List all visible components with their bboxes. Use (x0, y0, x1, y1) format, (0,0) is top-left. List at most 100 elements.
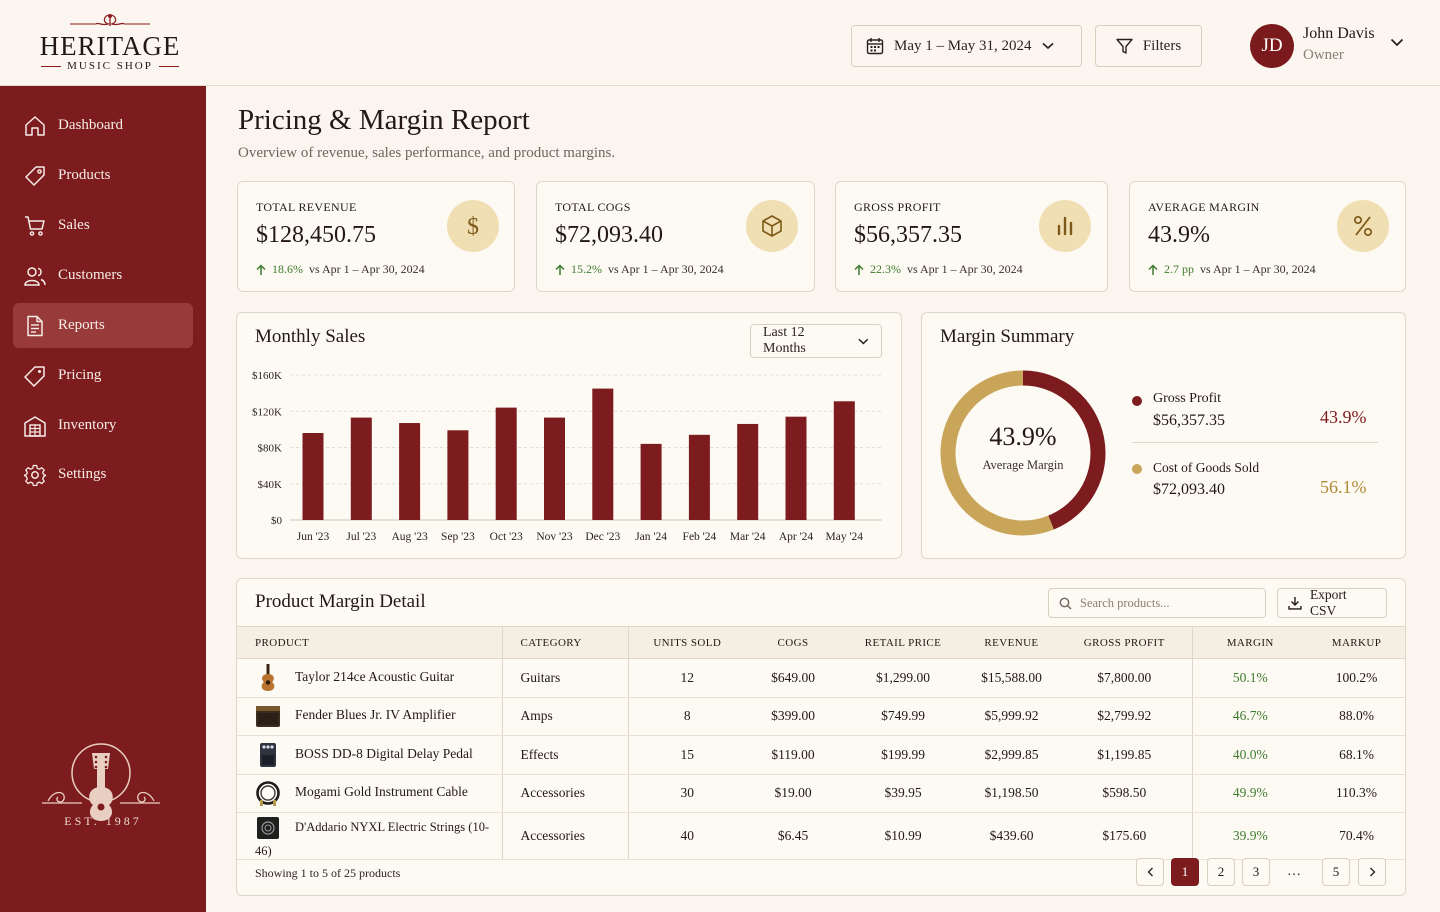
product-name: Fender Blues Jr. IV Amplifier (295, 707, 456, 723)
category-cell: Guitars (501, 658, 628, 698)
arrow-up-icon (1148, 263, 1158, 275)
page-title: Pricing & Margin Report (238, 104, 530, 136)
page-button-1[interactable]: 1 (1171, 858, 1199, 886)
arrow-up-icon (256, 263, 266, 275)
next-page-button[interactable] (1358, 858, 1386, 886)
bar[interactable] (785, 416, 807, 520)
sidebar-item-settings[interactable]: Settings (13, 452, 193, 497)
search-input[interactable]: Search products... (1048, 588, 1266, 618)
table-row[interactable]: D'Addario NYXL Electric Strings (10-46) … (237, 812, 1405, 860)
table-row[interactable]: Fender Blues Jr. IV Amplifier Amps 8 $39… (237, 697, 1405, 736)
bar[interactable] (640, 443, 662, 520)
sidebar-item-label: Reports (58, 317, 105, 333)
bar[interactable] (737, 423, 759, 520)
product-name: BOSS DD-8 Digital Delay Pedal (295, 745, 473, 761)
profit-cell: $2,799.92 (1057, 697, 1192, 736)
column-header[interactable]: MARKUP (1308, 626, 1405, 659)
brand-logo[interactable]: HERITAGE MUSIC SHOP (30, 12, 190, 78)
legend-amount: $72,093.40 (1153, 481, 1225, 498)
top-header: HERITAGE MUSIC SHOP May 1 – May 31, 2024… (0, 0, 1440, 86)
donut-segment[interactable] (1022, 370, 1106, 530)
kpi-total-revenue: TOTAL REVENUE $128,450.75 18.6% vs Apr 1… (237, 181, 515, 292)
product-detail-title: Product Margin Detail (255, 591, 426, 612)
column-header[interactable]: COGS (746, 626, 840, 659)
product-margin-table: PRODUCT CATEGORY UNITS SOLD COGS RETAIL … (237, 626, 1405, 860)
bar[interactable] (833, 401, 855, 520)
bar[interactable] (592, 388, 614, 520)
category-cell: Accessories (501, 774, 628, 813)
report-icon (27, 315, 43, 336)
donut-center-value: 43.9% (989, 422, 1057, 451)
column-header[interactable]: UNITS SOLD (627, 626, 746, 659)
column-header[interactable]: RETAIL PRICE (840, 626, 966, 659)
chevron-down-icon (1390, 38, 1404, 47)
x-tick-label: Feb '24 (683, 531, 717, 543)
sidebar-item-label: Products (58, 167, 111, 183)
page-button-3[interactable]: 3 (1242, 858, 1270, 886)
pedal-icon (255, 740, 281, 770)
markup-cell: 70.4% (1308, 812, 1405, 860)
table-row[interactable]: Taylor 214ce Acoustic Guitar Guitars 12 … (237, 658, 1405, 698)
guitar-icon (255, 663, 281, 693)
prev-page-button[interactable] (1136, 858, 1164, 886)
date-range-picker[interactable]: May 1 – May 31, 2024 (851, 25, 1082, 67)
bar[interactable] (544, 417, 565, 520)
user-menu[interactable]: JD John Davis Owner (1250, 24, 1420, 68)
bar[interactable] (447, 430, 469, 520)
retail-cell: $39.95 (840, 774, 966, 813)
column-header[interactable]: CATEGORY (501, 626, 628, 659)
table-row[interactable]: BOSS DD-8 Digital Delay Pedal Effects 15… (237, 735, 1405, 775)
sidebar-item-sales[interactable]: Sales (13, 203, 193, 248)
sidebar-item-label: Dashboard (58, 117, 123, 133)
page-button-5[interactable]: 5 (1322, 858, 1350, 886)
revenue-cell: $5,999.92 (966, 697, 1057, 736)
category-cell: Amps (501, 697, 628, 736)
filters-button[interactable]: Filters (1095, 25, 1202, 67)
range-select[interactable]: Last 12 Months (750, 324, 882, 358)
legend-pct: 43.9% (1320, 407, 1367, 427)
x-tick-label: Mar '24 (730, 531, 766, 543)
x-tick-label: Sep '23 (441, 531, 475, 543)
column-header[interactable]: REVENUE (966, 626, 1057, 659)
export-csv-button[interactable]: Export CSV (1277, 587, 1387, 618)
column-header[interactable]: GROSS PROFIT (1057, 626, 1192, 659)
donut-segment[interactable] (940, 370, 1054, 536)
x-tick-label: May '24 (826, 531, 864, 543)
sidebar-item-products[interactable]: Products (13, 153, 193, 198)
margin-cell: 46.7% (1191, 697, 1308, 736)
table-row[interactable]: Mogami Gold Instrument Cable Accessories… (237, 774, 1405, 813)
monthly-sales-title: Monthly Sales (255, 326, 366, 347)
sidebar-item-inventory[interactable]: Inventory (13, 403, 193, 448)
legend-dot (1132, 464, 1142, 474)
sidebar-item-dashboard[interactable]: Dashboard (13, 103, 193, 148)
ornament-icon (70, 14, 150, 26)
markup-cell: 100.2% (1308, 658, 1405, 698)
sidebar-item-pricing[interactable]: Pricing (13, 353, 193, 398)
legend-label: Gross Profit (1153, 391, 1222, 406)
download-icon (1288, 597, 1302, 610)
legend-gross-profit: Gross Profit $56,357.35 43.9% (1132, 391, 1378, 443)
profit-cell: $7,800.00 (1057, 658, 1192, 698)
sidebar-item-label: Inventory (58, 417, 117, 433)
sidebar-item-label: Sales (58, 217, 90, 233)
sidebar-item-customers[interactable]: Customers (13, 253, 193, 298)
column-header[interactable]: MARGIN (1191, 626, 1308, 659)
bar[interactable] (495, 407, 517, 520)
column-header[interactable]: PRODUCT (237, 626, 502, 659)
brand-sub: MUSIC SHOP (67, 60, 153, 72)
cable-icon (255, 778, 281, 808)
bar[interactable] (688, 434, 710, 520)
bar[interactable] (350, 417, 372, 520)
sidebar: Dashboard Products Sales Customers Repor… (0, 86, 206, 912)
bar[interactable] (399, 423, 421, 520)
margin-cell: 49.9% (1191, 774, 1308, 813)
markup-cell: 88.0% (1308, 697, 1405, 736)
established-label: EST. 1987 (64, 814, 142, 828)
product-name: Mogami Gold Instrument Cable (295, 784, 468, 800)
y-tick-label: $120K (252, 406, 282, 418)
monthly-sales-chart: $0 $40K $80K $120K $160K Jun '23 Jul '23 Aug '2… (252, 370, 882, 543)
page-button-2[interactable]: 2 (1207, 858, 1235, 886)
bar[interactable] (302, 433, 324, 520)
sidebar-item-reports[interactable]: Reports (13, 303, 193, 348)
kpi-label: GROSS PROFIT (854, 200, 941, 214)
